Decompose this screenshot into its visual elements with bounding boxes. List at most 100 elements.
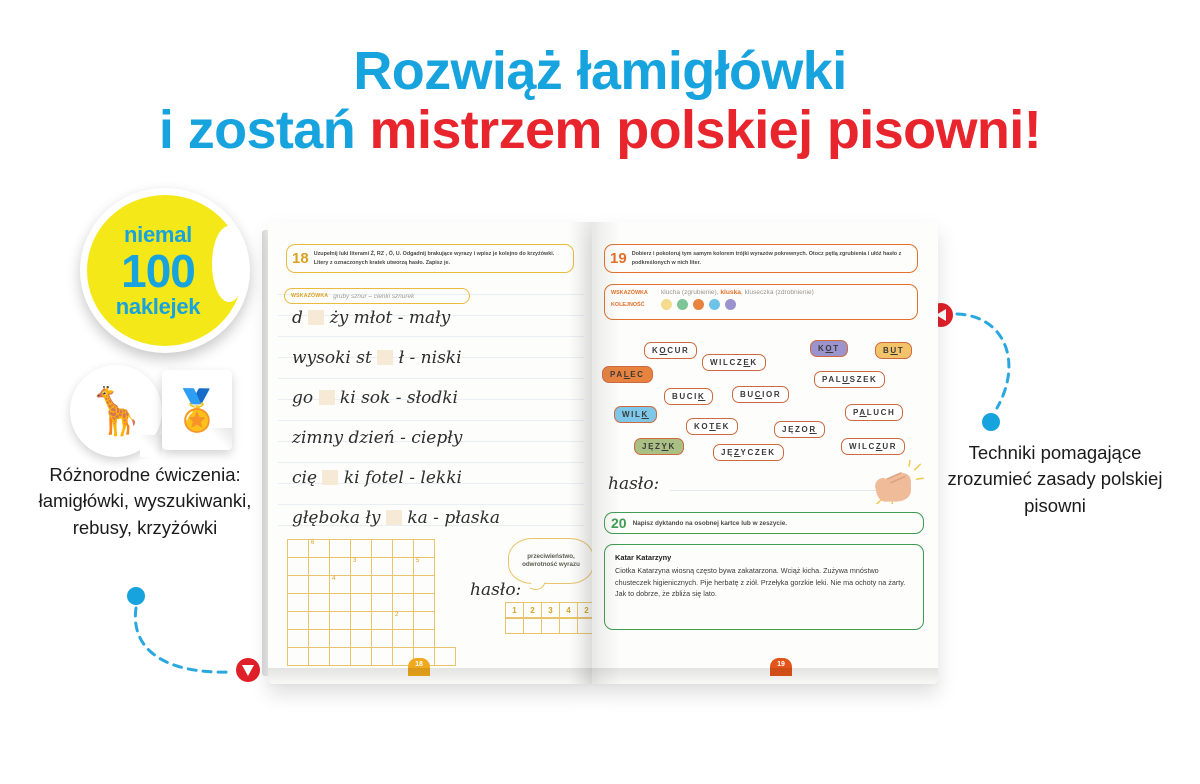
crossword-cell[interactable]	[329, 557, 351, 576]
crossword-cell[interactable]	[350, 539, 372, 558]
crossword-row: 4	[287, 575, 456, 594]
word-box[interactable]: JĘZYK	[634, 438, 684, 455]
haslo-answer-cell[interactable]: .	[523, 618, 542, 634]
crossword-cell[interactable]	[413, 539, 435, 558]
order-dot[interactable]	[709, 299, 720, 310]
fill-in-blank[interactable]	[377, 350, 394, 365]
crossword-cell[interactable]	[413, 575, 435, 594]
crossword-cell[interactable]	[287, 647, 309, 666]
haslo-answer-cell[interactable]: .	[505, 618, 524, 634]
order-color-dots	[661, 299, 736, 310]
crossword-cell[interactable]	[392, 539, 414, 558]
crossword-cell[interactable]	[413, 629, 435, 648]
badge-number: 100	[121, 244, 196, 297]
crossword-cell[interactable]	[371, 539, 393, 558]
word-box[interactable]: PALEC	[602, 366, 653, 383]
crossword-cell[interactable]	[350, 593, 372, 612]
crossword-cell[interactable]: 6	[308, 539, 330, 558]
crossword-cell[interactable]	[413, 611, 435, 630]
crossword-cell[interactable]	[308, 629, 330, 648]
crossword-cell[interactable]	[287, 611, 309, 630]
fill-in-blank[interactable]	[322, 470, 339, 485]
crossword-cell[interactable]	[371, 629, 393, 648]
crossword-grid[interactable]: 6 3 5 4 2	[287, 539, 456, 666]
crossword-cell[interactable]	[350, 629, 372, 648]
haslo-index-cell: 2	[523, 602, 542, 618]
word-box[interactable]: JĘZYCZEK	[713, 444, 784, 461]
crossword-row: 6	[287, 539, 456, 558]
crossword-cell[interactable]: 5	[413, 557, 435, 576]
order-dot[interactable]	[677, 299, 688, 310]
order-dot[interactable]	[661, 299, 672, 310]
crossword-cell[interactable]	[329, 647, 351, 666]
crossword-cell[interactable]: 2	[392, 611, 414, 630]
crossword-cell[interactable]	[371, 593, 393, 612]
crossword-cell[interactable]: 4	[329, 575, 351, 594]
crossword-row	[287, 593, 456, 612]
giraffe-icon: 🦒	[87, 384, 145, 437]
crossword-cell[interactable]	[371, 557, 393, 576]
word-box[interactable]: BUT	[875, 342, 913, 359]
word-box[interactable]: WILK	[614, 406, 657, 423]
crossword-cell[interactable]	[350, 575, 372, 594]
arrow-dot	[127, 587, 145, 605]
crossword-cell-number: 2	[395, 612, 399, 618]
crossword-cell[interactable]	[287, 557, 309, 576]
word-box[interactable]: KOT	[810, 340, 848, 357]
crossword-cell[interactable]	[329, 611, 351, 630]
fill-in-blank[interactable]	[308, 310, 325, 325]
crossword-cell[interactable]	[329, 539, 351, 558]
crossword-cell[interactable]	[308, 557, 330, 576]
crossword-cell[interactable]	[350, 611, 372, 630]
dictation-body: Ciotka Katarzyna wiosną często bywa zaka…	[615, 566, 906, 599]
medal-icon: 🏅	[172, 388, 222, 433]
word-box[interactable]: PALUCH	[845, 404, 904, 421]
crossword-cell[interactable]	[308, 593, 330, 612]
crossword-cell[interactable]: 3	[350, 557, 372, 576]
page-number-19: 19	[770, 658, 792, 676]
crossword-cell[interactable]	[308, 647, 330, 666]
book-right-page: 19 Dobierz i pokoloruj tym samym kolorem…	[592, 222, 938, 684]
crossword-cell[interactable]	[308, 611, 330, 630]
arrow-dashed-path	[955, 312, 1011, 410]
crossword-cell-number: 5	[416, 558, 420, 564]
handwriting-text: ki sok - słodki	[334, 388, 458, 408]
exercise-19-number: 19	[610, 250, 627, 267]
word-box[interactable]: KOTEK	[686, 418, 739, 435]
crossword-cell[interactable]	[371, 647, 393, 666]
arrow-dot	[982, 413, 1000, 431]
crossword-cell[interactable]	[287, 629, 309, 648]
crossword-cell[interactable]	[434, 647, 456, 666]
crossword-cell[interactable]	[287, 539, 309, 558]
crossword-cell[interactable]	[413, 593, 435, 612]
crossword-cell[interactable]	[392, 575, 414, 594]
crossword-row	[287, 629, 456, 648]
word-box[interactable]: KOCUR	[644, 342, 698, 359]
order-dot[interactable]	[693, 299, 704, 310]
word-box[interactable]: JĘZOR	[774, 421, 825, 438]
crossword-cell[interactable]	[392, 629, 414, 648]
word-box[interactable]: BUCIK	[664, 388, 714, 405]
crossword-cell[interactable]	[392, 557, 414, 576]
crossword-cell[interactable]	[392, 593, 414, 612]
word-box[interactable]: WILCZUR	[841, 438, 906, 455]
crossword-cell[interactable]	[287, 575, 309, 594]
word-box[interactable]: BUCIOR	[732, 386, 790, 403]
crossword-cell[interactable]	[350, 647, 372, 666]
crossword-cell[interactable]	[329, 629, 351, 648]
hint-value: gruby sznur – cienki sznurek	[333, 292, 415, 300]
crossword-cell[interactable]	[371, 611, 393, 630]
crossword-cell[interactable]	[287, 593, 309, 612]
haslo-write-line[interactable]	[670, 490, 910, 491]
word-box[interactable]: PALUSZEK	[814, 371, 886, 388]
haslo-answer-cell[interactable]: .	[541, 618, 560, 634]
order-dot[interactable]	[725, 299, 736, 310]
fill-in-blank[interactable]	[385, 510, 402, 525]
fill-in-blank[interactable]	[318, 390, 335, 405]
haslo-answer-cell[interactable]: .	[559, 618, 578, 634]
crossword-cell[interactable]	[371, 575, 393, 594]
hint-label: WSKAZÓWKA	[291, 293, 329, 299]
word-box[interactable]: WILCZEK	[702, 354, 766, 371]
crossword-cell[interactable]	[329, 593, 351, 612]
crossword-cell[interactable]	[308, 575, 330, 594]
